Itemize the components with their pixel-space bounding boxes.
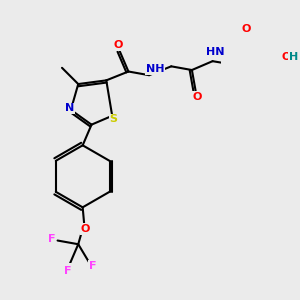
Text: NH: NH xyxy=(146,64,164,74)
Text: S: S xyxy=(110,115,118,124)
Text: O: O xyxy=(242,24,251,34)
Text: F: F xyxy=(48,234,56,244)
Text: O: O xyxy=(192,92,202,102)
Text: N: N xyxy=(65,103,74,113)
Text: O: O xyxy=(282,52,291,62)
Text: O: O xyxy=(113,40,123,50)
Text: H: H xyxy=(289,52,298,62)
Text: O: O xyxy=(81,224,90,234)
Text: F: F xyxy=(64,266,72,276)
Text: F: F xyxy=(89,261,97,272)
Text: HN: HN xyxy=(206,47,224,57)
